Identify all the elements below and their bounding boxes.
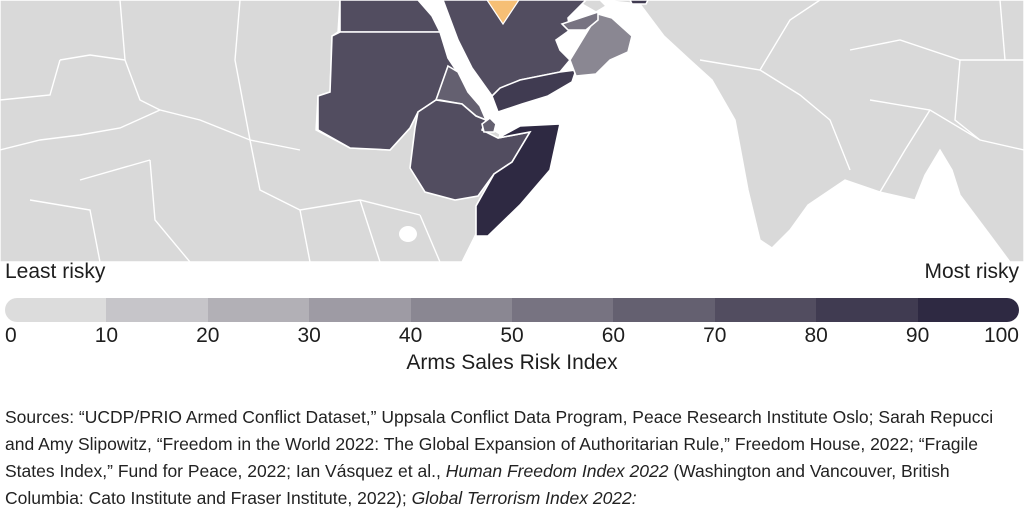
region-yemen [491,69,578,114]
scale-segment-0 [5,298,107,322]
scale-tick-label: 0 [5,324,17,347]
region-uae [560,10,599,31]
risk-map [0,0,1024,262]
scale-tick-label: 30 [297,324,321,347]
sources-note: Sources: “UCDP/PRIO Armed Conflict Datas… [5,404,1021,512]
scale-tick-label: 100 [983,324,1019,347]
scale-segment-5 [512,298,614,322]
least-risky-label: Least risky [5,260,106,283]
most-risky-label: Most risky [924,260,1020,283]
scale-segment-8 [816,298,918,322]
sources-italic-1: Human Freedom Index 2022 [445,461,669,481]
scale-tick-label: 20 [196,324,220,347]
scale-segment-4 [410,298,513,322]
region-egypt [339,0,442,33]
sources-text-2: (Washington and Vancouver, British Colum… [5,461,950,508]
scale-tick-label: 50 [500,324,524,347]
scale-tick-label: 60 [601,324,626,347]
region-oman [569,13,633,77]
region-highlight [486,0,520,26]
sources-text-1: Sources: “UCDP/PRIO Armed Conflict Datas… [5,407,994,481]
scale-tick-label: 70 [703,324,727,347]
scale-segment-3 [309,298,411,322]
region-djibouti [481,116,497,133]
scale-tick-label: 80 [804,324,828,347]
asia-landmass [599,0,1024,262]
color-scale-bar [5,298,1019,322]
sources-italic-2: Global Terrorism Index 2022: [411,488,637,508]
scale-tick-label: 10 [94,324,119,347]
color-scale-ticks: 0 10 20 30 40 50 60 70 80 90 100 [0,324,1024,352]
region-saudi-arabia [442,0,588,98]
lake [399,226,417,242]
region-sudan [317,31,457,151]
scale-segment-6 [613,298,715,322]
region-iran-patch [629,0,649,5]
scale-segment-2 [207,298,310,322]
region-somalia [475,123,562,237]
country-borders [0,0,1024,262]
scale-tick-label: 90 [905,324,930,347]
scale-segment-1 [106,298,208,322]
scale-tick-label: 40 [398,324,423,347]
legend-title: Arms Sales Risk Index [406,351,618,374]
scale-segment-7 [714,298,817,322]
scale-segment-9 [917,298,1019,322]
